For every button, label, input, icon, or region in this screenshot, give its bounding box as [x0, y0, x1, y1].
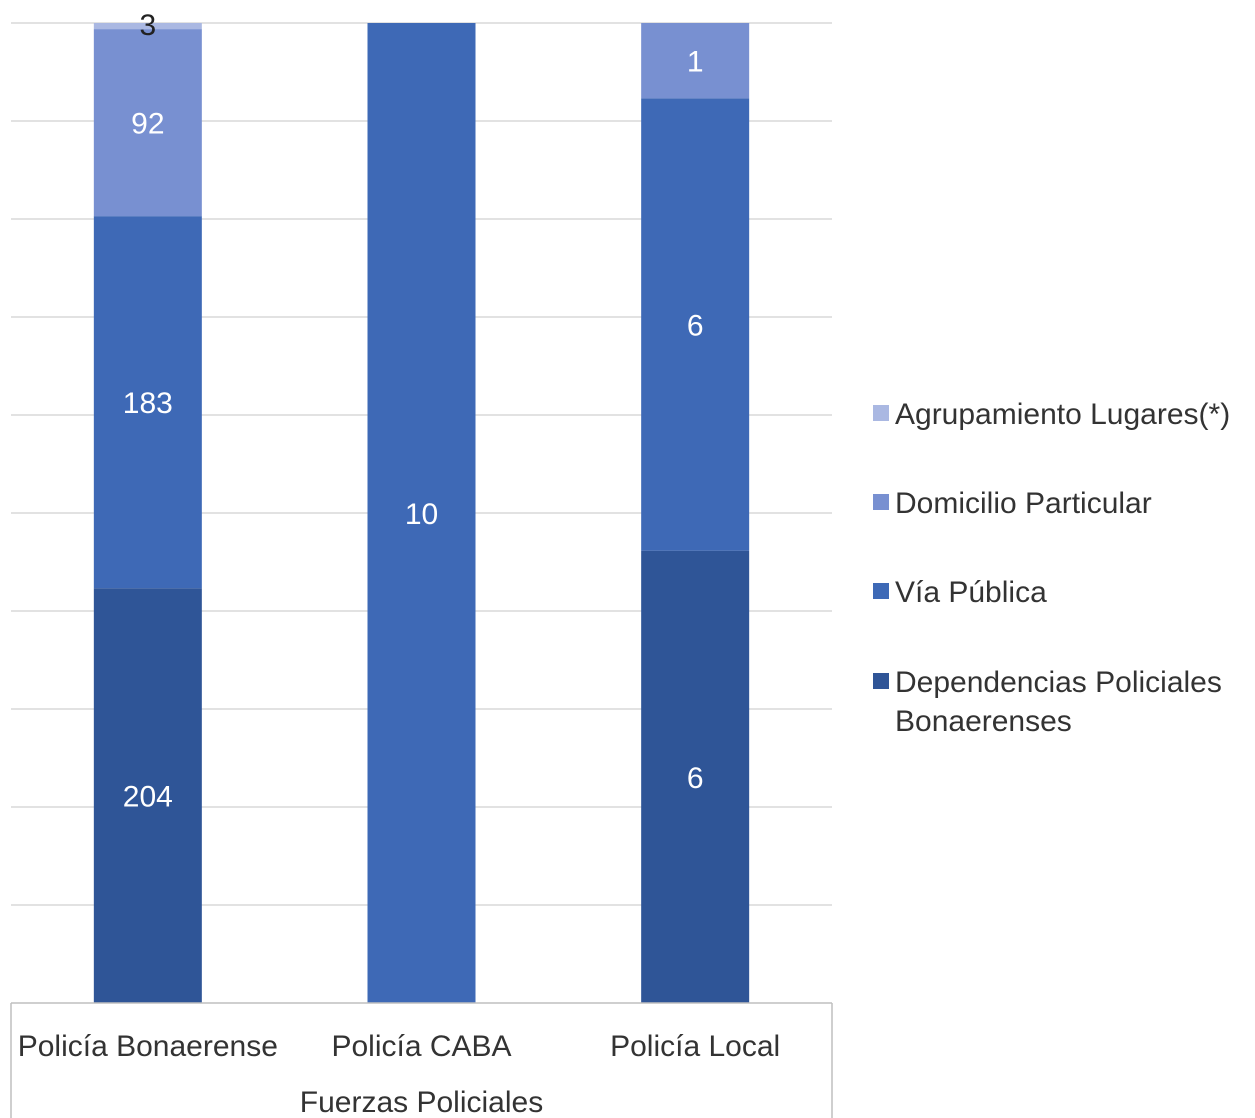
bar-segment [93, 29, 202, 217]
data-label: 10 [405, 498, 438, 531]
legend-swatch-agrupamiento-lugares [873, 405, 889, 421]
legend-item-agrupamiento-lugares: Agrupamiento Lugares(*) [873, 395, 1230, 434]
bar-segment [641, 23, 750, 99]
bar-segment [93, 216, 202, 589]
legend-label-dependencias-policiales: Dependencias Policiales Bonaerenses [895, 666, 1222, 738]
legend-item-via-publica: Vía Pública [873, 573, 1047, 612]
x-tick-label: Policía Local [610, 1030, 780, 1063]
category-axis: Policía Bonaerense Policía CABA Policía Lo… [10, 1002, 833, 1118]
x-axis-title: Fuerzas Policiales [300, 1086, 543, 1118]
data-label: 3 [139, 9, 156, 42]
legend-swatch-via-publica [873, 583, 889, 599]
data-label: 183 [123, 387, 173, 420]
data-label: 6 [687, 762, 704, 795]
legend-item-domicilio-particular: Domicilio Particular [873, 484, 1152, 523]
legend-label-domicilio-particular: Domicilio Particular [895, 487, 1152, 520]
bar-segment [367, 23, 476, 1003]
legend-item-dependencias-policiales: Dependencias Policiales Bonaerenses [873, 663, 1233, 741]
bar-segment [641, 550, 750, 1003]
bar-segment [641, 98, 750, 551]
x-tick-label: Policía CABA [331, 1030, 511, 1063]
bar-segment [93, 588, 202, 1003]
bars: 204 183 92 3 10 6 6 1 [93, 9, 750, 1003]
x-tick-label: Policía Bonaerense [18, 1030, 278, 1063]
bar-segment [93, 23, 202, 30]
legend-swatch-dependencias-policiales [873, 673, 889, 689]
legend-label-via-publica: Vía Pública [895, 576, 1047, 609]
data-label: 92 [131, 108, 164, 141]
data-label: 6 [687, 310, 704, 343]
legend-swatch-domicilio-particular [873, 494, 889, 510]
data-label: 204 [123, 781, 173, 814]
data-label: 1 [687, 46, 704, 79]
legend-label-agrupamiento-lugares: Agrupamiento Lugares(*) [895, 398, 1231, 431]
